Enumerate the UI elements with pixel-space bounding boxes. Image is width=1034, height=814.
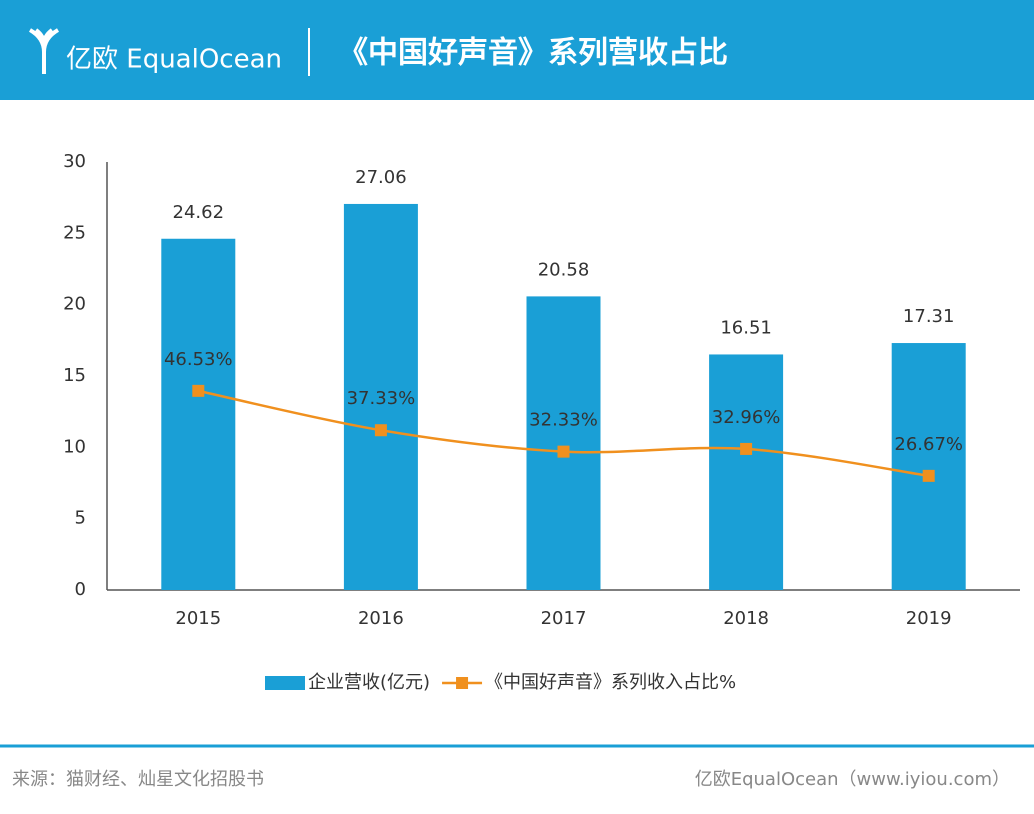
legend-swatch	[265, 676, 305, 690]
line-marker	[374, 424, 387, 437]
bar-value-label: 24.62	[173, 202, 225, 223]
bar-value-label: 17.31	[903, 306, 955, 327]
credit: 亿欧EqualOcean（www.iyiou.com）	[695, 769, 1010, 790]
y-tick-label: 10	[63, 436, 86, 457]
bar	[891, 343, 966, 590]
x-tick-label: 2015	[175, 608, 221, 629]
bar	[161, 238, 236, 590]
y-tick-label: 15	[63, 365, 86, 386]
bar	[526, 296, 601, 590]
bar	[709, 354, 784, 590]
line-value-label: 46.53%	[164, 349, 233, 370]
y-tick-label: 25	[63, 222, 86, 243]
chart-title: 《中国好声音》系列营收占比	[338, 36, 728, 71]
y-tick-label: 5	[75, 508, 86, 529]
line-marker	[740, 442, 753, 455]
line-value-label: 32.33%	[529, 410, 598, 431]
y-tick-label: 20	[63, 294, 86, 315]
x-tick-label: 2016	[358, 608, 404, 629]
legend-label: 《中国好声音》系列收入占比%	[485, 672, 736, 693]
bar	[343, 203, 418, 590]
bar-value-label: 20.58	[538, 259, 590, 280]
line-value-label: 32.96%	[712, 407, 781, 428]
legend-marker	[456, 677, 469, 689]
x-tick-label: 2017	[541, 608, 587, 629]
bar-value-label: 16.51	[720, 317, 772, 338]
line-marker	[557, 445, 570, 458]
logo-text: 亿欧 EqualOcean	[66, 45, 282, 75]
line-value-label: 37.33%	[347, 388, 416, 409]
source: 来源：猫财经、灿星文化招股书	[12, 769, 264, 790]
bar-value-label: 27.06	[355, 167, 407, 188]
line-value-label: 26.67%	[894, 434, 963, 455]
line-marker	[922, 469, 935, 482]
header-bar	[0, 0, 1034, 100]
legend-label: 企业营收(亿元)	[308, 672, 430, 693]
line-marker	[192, 384, 205, 397]
x-tick-label: 2018	[723, 608, 769, 629]
logo-icon	[28, 28, 60, 74]
x-tick-label: 2019	[906, 608, 952, 629]
y-tick-label: 30	[63, 151, 86, 172]
y-tick-label: 0	[75, 579, 86, 600]
